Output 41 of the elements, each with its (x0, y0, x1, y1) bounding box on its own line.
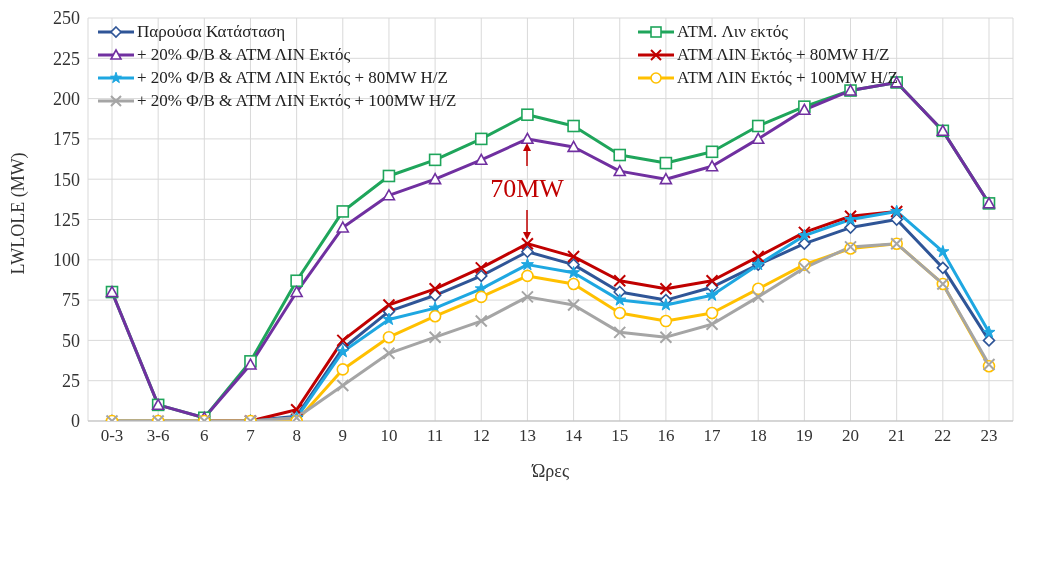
y-tick-label: 50 (62, 330, 80, 351)
legend-label: ATM. Λιν εκτός (677, 22, 788, 42)
x-tick-label: 8 (292, 426, 301, 446)
x-tick-label: 18 (749, 426, 767, 446)
x-tick-label: 16 (657, 426, 675, 446)
x-tick-label: 7 (246, 426, 256, 446)
x-tick-label: 11 (426, 426, 444, 446)
y-tick-label: 225 (53, 48, 80, 69)
x-tick-label: 21 (888, 426, 906, 446)
legend-label: + 20% Φ/Β & ΑΤΜ ΛΙΝ Εκτός (137, 45, 351, 65)
y-tick-label: 250 (53, 8, 80, 29)
y-tick-label: 200 (53, 88, 80, 109)
legend-label: ΑΤΜ ΛΙΝ Εκτός + 80MW H/Z (677, 45, 890, 65)
legend-label: ΑΤΜ ΛΙΝ Εκτός + 100MW H/Z (677, 68, 898, 88)
x-tick-label: 19 (795, 426, 813, 446)
y-tick-label: 125 (53, 209, 80, 230)
y-tick-label: 0 (71, 411, 80, 432)
x-tick-label: 6 (200, 426, 209, 446)
x-tick-label: 0-3 (100, 426, 124, 446)
legend-label: + 20% Φ/Β & ΑΤΜ ΛΙΝ Εκτός + 100MW H/Z (137, 91, 457, 111)
x-tick-label: 22 (934, 426, 952, 446)
x-tick-label: 13 (518, 426, 536, 446)
x-tick-label: 15 (611, 426, 629, 446)
x-tick-label: 23 (980, 426, 998, 446)
y-axis-title: LWLOLE (MW) (8, 152, 30, 275)
x-tick-label: 17 (703, 426, 722, 446)
x-tick-label: 14 (565, 426, 583, 446)
x-tick-label: 20 (842, 426, 860, 446)
x-axis-title: Ώρες (530, 461, 570, 481)
x-tick-label: 9 (338, 426, 348, 446)
legend-label: + 20% Φ/Β & ΑΤΜ ΛΙΝ Εκτός + 80MW H/Z (137, 68, 448, 88)
x-tick-label: 3-6 (146, 426, 170, 446)
x-tick-label: 10 (380, 426, 398, 446)
legend-label: Παρούσα Κατάσταση (137, 22, 286, 42)
annotation: 70MW (490, 174, 565, 203)
y-tick-label: 100 (53, 250, 80, 271)
y-tick-label: 150 (53, 169, 80, 190)
y-tick-label: 175 (53, 129, 80, 150)
y-tick-label: 75 (62, 290, 80, 311)
x-tick-label: 12 (472, 426, 490, 446)
y-tick-label: 25 (62, 371, 80, 392)
